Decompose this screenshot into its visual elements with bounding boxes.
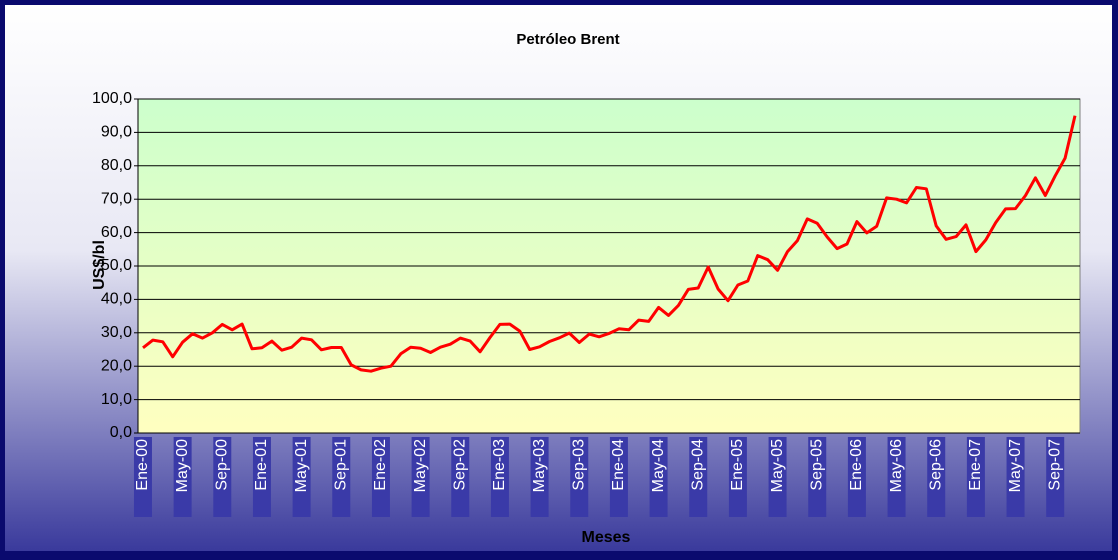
x-tick-label-bg xyxy=(1006,437,1025,517)
x-axis-title: Meses xyxy=(582,529,631,546)
x-tick-label-bg xyxy=(966,437,985,517)
x-tick-label: May-04 xyxy=(650,439,667,492)
x-tick-label-bg xyxy=(213,437,232,517)
y-axis-title: US$/bl xyxy=(91,240,108,290)
x-tick-label-bg xyxy=(808,437,827,517)
x-tick-label: Ene-04 xyxy=(610,439,627,491)
y-tick-label: 100,0 xyxy=(92,90,132,107)
x-tick-label-bg xyxy=(1046,437,1065,517)
y-tick-label: 90,0 xyxy=(101,124,132,141)
x-tick-label-bg xyxy=(689,437,708,517)
x-tick-label: Sep-04 xyxy=(689,439,706,491)
x-tick-label: Ene-01 xyxy=(253,439,270,491)
x-tick-label-bg xyxy=(292,437,311,517)
x-tick-label: May-01 xyxy=(293,439,310,492)
x-tick-label-bg xyxy=(927,437,946,517)
x-tick-label-bg xyxy=(530,437,549,517)
x-tick-label-bg xyxy=(490,437,509,517)
x-tick-label-bg xyxy=(847,437,866,517)
x-tick-label: Ene-06 xyxy=(848,439,865,491)
data-line xyxy=(142,115,1077,373)
y-tick-label: 40,0 xyxy=(101,291,132,308)
y-tick-label: 20,0 xyxy=(101,357,132,374)
x-tick-label: Ene-00 xyxy=(134,439,151,491)
x-tick-label: May-06 xyxy=(888,439,905,492)
x-tick-label: Sep-06 xyxy=(927,439,944,491)
x-tick-label-bg xyxy=(371,437,390,517)
x-tick-label-bg xyxy=(133,437,152,517)
x-tick-label: Ene-03 xyxy=(491,439,508,491)
y-tick-label: 30,0 xyxy=(101,324,132,341)
x-tick-label: May-05 xyxy=(769,439,786,492)
x-tick-label: Sep-01 xyxy=(332,439,349,491)
x-tick-label: May-07 xyxy=(1007,439,1024,492)
y-tick-label: 80,0 xyxy=(101,157,132,174)
y-tick-label: 50,0 xyxy=(101,257,132,274)
x-tick-label-bg xyxy=(609,437,628,517)
y-tick-label: 0,0 xyxy=(110,424,132,441)
y-tick-label: 60,0 xyxy=(101,224,132,241)
chart-title: Petróleo Brent xyxy=(516,31,619,48)
y-tick-label: 70,0 xyxy=(101,190,132,207)
x-tick-label-bg xyxy=(451,437,470,517)
x-tick-label: Ene-07 xyxy=(967,439,984,491)
x-tick-label: Sep-02 xyxy=(451,439,468,491)
x-tick-label: Ene-05 xyxy=(729,439,746,491)
x-tick-label: Sep-07 xyxy=(1046,439,1063,491)
y-tick-label: 10,0 xyxy=(101,391,132,408)
x-tick-label: May-02 xyxy=(412,439,429,492)
x-tick-label-bg xyxy=(252,437,271,517)
x-tick-label-bg xyxy=(411,437,430,517)
x-tick-label-bg xyxy=(887,437,906,517)
x-tick-label: May-03 xyxy=(531,439,548,492)
x-tick-label-bg xyxy=(728,437,747,517)
x-tick-label: Sep-00 xyxy=(214,439,231,491)
x-tick-label: Sep-05 xyxy=(808,439,825,491)
x-tick-label: Sep-03 xyxy=(570,439,587,491)
x-tick-label-bg xyxy=(173,437,192,517)
x-tick-label: Ene-02 xyxy=(372,439,389,491)
x-tick-label-bg xyxy=(768,437,787,517)
x-tick-label-bg xyxy=(570,437,589,517)
x-tick-label: May-00 xyxy=(174,439,191,492)
x-tick-label-bg xyxy=(332,437,351,517)
x-tick-label-bg xyxy=(649,437,668,517)
